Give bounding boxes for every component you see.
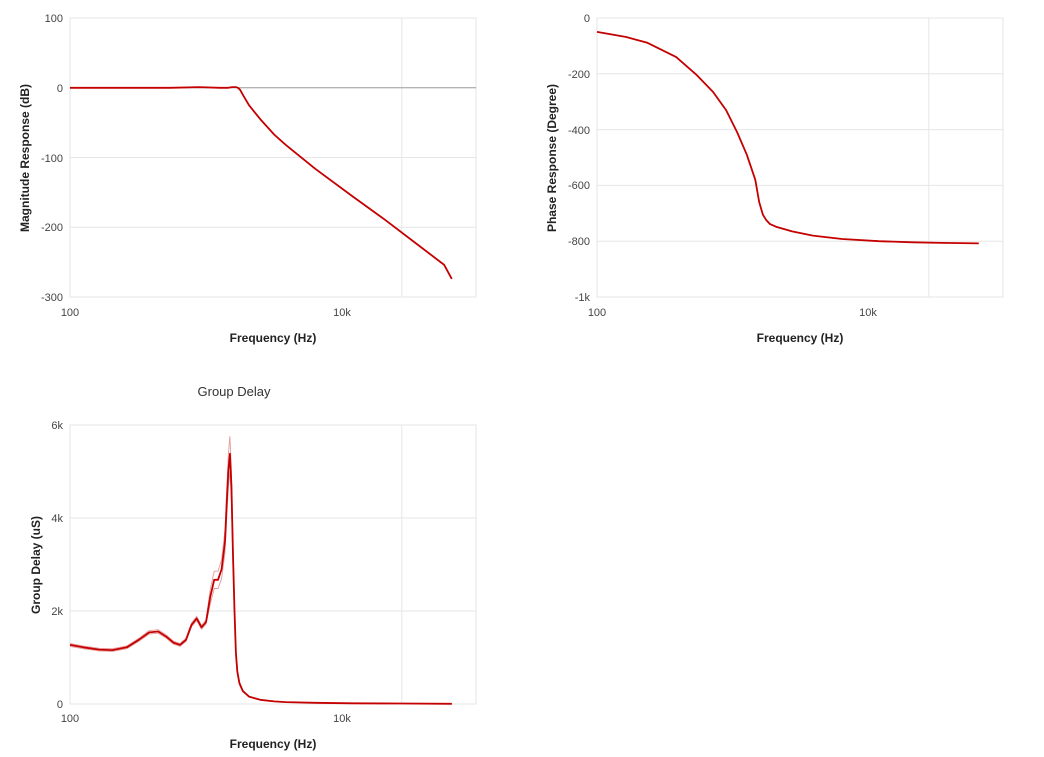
magnitude-y-tick-label: 100 xyxy=(45,13,63,25)
magnitude-y-axis-title: Magnitude Response (dB) xyxy=(18,84,32,232)
group-delay-upper-band xyxy=(69,436,452,705)
phase-chart: 0 -200 -400 -600 -800 -1k 100 10k Freque… xyxy=(545,13,1004,345)
plot-frame xyxy=(69,424,477,705)
phase-y-tick-label: -400 xyxy=(568,125,590,137)
magnitude-grid xyxy=(69,17,477,298)
phase-x-ticks: 100 10k xyxy=(588,307,878,319)
phase-y-tick-label: -1k xyxy=(575,292,591,304)
group-delay-x-tick-label: 100 xyxy=(61,713,79,725)
group-delay-y-tick-label: 4k xyxy=(51,513,63,525)
plot-frame xyxy=(596,17,1004,298)
phase-y-axis-title: Phase Response (Degree) xyxy=(545,84,559,232)
phase-series-line xyxy=(596,31,979,245)
group-delay-x-ticks: 100 10k xyxy=(61,713,352,725)
magnitude-x-ticks: 100 10k xyxy=(61,307,352,319)
phase-x-tick-label: 100 xyxy=(588,307,606,319)
phase-chart-panel: 0 -200 -400 -600 -800 -1k 100 10k Freque… xyxy=(527,0,1044,360)
group-delay-y-tick-label: 2k xyxy=(51,606,63,618)
group-delay-chart-panel: Group Delay 6k 4k 2k 0 100 10k Frequency… xyxy=(0,370,520,757)
phase-x-tick-label: 10k xyxy=(859,307,877,319)
magnitude-y-ticks: 100 0 -100 -200 -300 xyxy=(41,13,63,304)
magnitude-chart: 100 0 -100 -200 -300 100 10k Frequency (… xyxy=(18,13,477,345)
magnitude-x-tick-label: 100 xyxy=(61,307,79,319)
magnitude-y-tick-label: 0 xyxy=(57,83,63,95)
group-delay-series-line xyxy=(69,452,452,705)
group-delay-lower-band xyxy=(69,471,452,705)
magnitude-x-tick-label: 10k xyxy=(333,307,351,319)
phase-y-ticks: 0 -200 -400 -600 -800 -1k xyxy=(568,13,591,304)
group-delay-y-axis-title: Group Delay (uS) xyxy=(29,516,43,614)
phase-y-tick-label: -600 xyxy=(568,180,590,192)
phase-y-tick-label: -200 xyxy=(568,69,590,81)
group-delay-y-tick-label: 0 xyxy=(57,699,63,711)
group-delay-y-tick-label: 6k xyxy=(51,420,63,432)
group-delay-chart: Group Delay 6k 4k 2k 0 100 10k Frequency… xyxy=(29,384,477,751)
magnitude-y-tick-label: -100 xyxy=(41,153,63,165)
magnitude-y-tick-label: -200 xyxy=(41,222,63,234)
group-delay-y-ticks: 6k 4k 2k 0 xyxy=(51,420,63,711)
magnitude-y-tick-label: -300 xyxy=(41,292,63,304)
magnitude-x-axis-title: Frequency (Hz) xyxy=(230,331,317,345)
group-delay-x-axis-title: Frequency (Hz) xyxy=(230,737,317,751)
group-delay-x-tick-label: 10k xyxy=(333,713,351,725)
phase-grid xyxy=(596,17,1004,298)
magnitude-chart-panel: 100 0 -100 -200 -300 100 10k Frequency (… xyxy=(0,0,520,360)
phase-x-axis-title: Frequency (Hz) xyxy=(757,331,844,345)
phase-y-tick-label: 0 xyxy=(584,13,590,25)
magnitude-series-line xyxy=(70,86,453,280)
group-delay-grid xyxy=(69,424,477,705)
phase-y-tick-label: -800 xyxy=(568,236,590,248)
group-delay-title: Group Delay xyxy=(198,384,271,399)
